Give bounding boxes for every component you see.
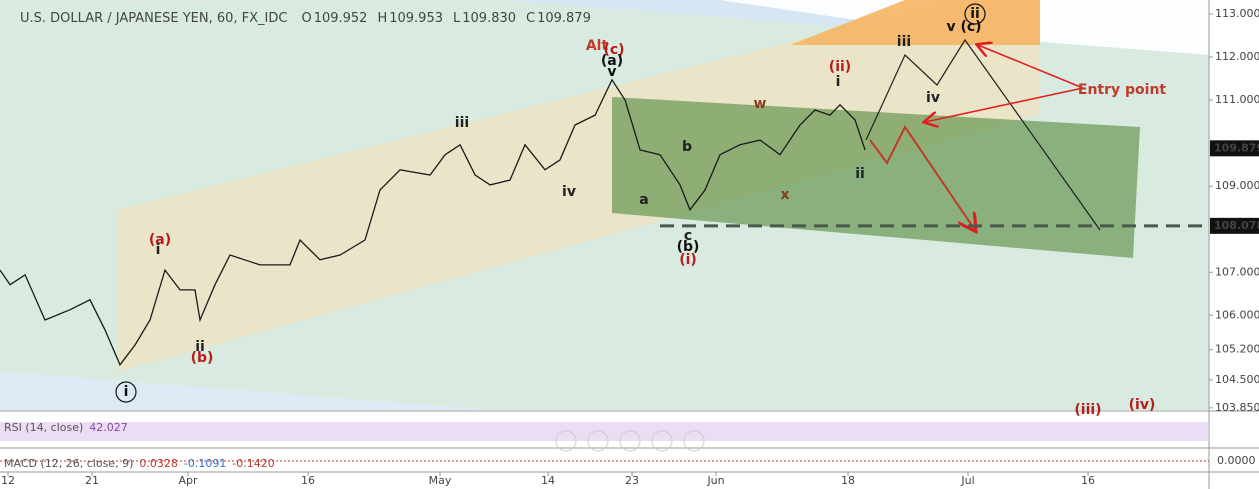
ohlc-value: 109.953 <box>389 11 443 26</box>
entry-arrow <box>978 45 1084 89</box>
indicator-label: RSI (14, close) 42.027 <box>4 421 128 434</box>
wave-label: (a) <box>149 232 171 248</box>
x-tick-label: 12 <box>1 474 15 487</box>
price-box <box>1210 140 1259 157</box>
ohlc-value: 109.830 <box>462 11 516 26</box>
y-tick-label: 103.850 <box>1215 401 1259 414</box>
wave-label: (iii) <box>1074 402 1101 418</box>
wave-label: ii <box>195 339 205 355</box>
zoom-btn[interactable] <box>683 430 705 452</box>
ohlc-name: O <box>301 11 311 26</box>
ohlc-value: 109.952 <box>314 11 368 26</box>
indicator-axis-label: 0.0000 <box>1217 454 1256 467</box>
x-tick-label: 23 <box>625 474 639 487</box>
y-tick-label: 107.000 <box>1215 265 1259 278</box>
wave-label: i <box>836 74 841 90</box>
projection-red <box>869 125 975 230</box>
wave-label: (iv) <box>1129 397 1156 413</box>
x-tick-label: 16 <box>1081 474 1095 487</box>
wave-label: Alt <box>586 38 609 54</box>
wave-label: iii <box>455 115 469 131</box>
x-tick-label: 14 <box>541 474 555 487</box>
zoom-controls[interactable] <box>555 430 705 452</box>
indicator-name: MACD (12, 26, close, 9) <box>4 457 133 470</box>
price-box <box>1210 217 1259 234</box>
x-tick-label: Jul <box>960 474 974 487</box>
zoom-btn[interactable] <box>555 430 577 452</box>
y-tick-label: 111.000 <box>1215 93 1259 106</box>
indicator-value: -0.1420 <box>232 457 274 470</box>
x-tick-label: 16 <box>301 474 315 487</box>
x-tick-label: Jun <box>706 474 724 487</box>
wave-label: (c) <box>603 42 624 58</box>
wave-label: b <box>682 139 692 155</box>
symbol: U.S. DOLLAR / JAPANESE YEN, 60, FX_IDC <box>20 11 287 26</box>
zoom-btn[interactable] <box>619 430 641 452</box>
y-tick-label: 104.500 <box>1215 373 1259 386</box>
orange-zone <box>790 0 1040 45</box>
wave-label: i <box>156 242 161 258</box>
wave-label: a <box>639 192 648 208</box>
wave-label: ii <box>970 6 980 22</box>
wave-circle <box>115 381 137 403</box>
ohlc-name: H <box>377 11 387 26</box>
wave-label: Entry point <box>1078 82 1167 98</box>
wave-label: iv <box>562 184 576 200</box>
entry-arrow <box>925 87 1084 122</box>
x-tick-label: 18 <box>841 474 855 487</box>
wave-label: x <box>780 187 789 203</box>
zoom-btn[interactable] <box>651 430 673 452</box>
wave-label: (ii) <box>829 59 851 75</box>
indicator-label: MACD (12, 26, close, 9) 0.0328 -0.1091 -0.1… <box>4 457 275 470</box>
ohlc-name: C <box>526 11 535 26</box>
wave-label: (i) <box>679 252 697 268</box>
wave-label: v (c) <box>946 19 981 35</box>
x-tick-label: May <box>429 474 452 487</box>
wave-label: iii <box>897 34 911 50</box>
wave-label: (a) <box>601 53 623 69</box>
beige-channel <box>117 0 1040 372</box>
indicator-name: RSI (14, close) <box>4 421 83 434</box>
y-tick-label: 112.000 <box>1215 50 1259 63</box>
wave-label: (b) <box>677 239 700 255</box>
wave-label: w <box>754 96 767 112</box>
indicator-value: 0.0328 <box>139 457 178 470</box>
wave-label: i <box>124 384 129 400</box>
indicator-value: -0.1091 <box>184 457 226 470</box>
x-tick-label: 21 <box>85 474 99 487</box>
x-tick-label: Apr <box>179 474 199 487</box>
ohlc-value: 109.879 <box>537 11 591 26</box>
plot <box>0 78 866 367</box>
price-label: 109.879 <box>1214 141 1259 154</box>
wave-label: (b) <box>191 350 214 366</box>
indicator-value: 42.027 <box>89 421 128 434</box>
header: U.S. DOLLAR / JAPANESE YEN, 60, FX_IDC O 1… <box>20 11 591 26</box>
wave-label: ii <box>855 166 865 182</box>
rsi-band <box>0 422 1209 441</box>
wave-label: c <box>684 228 692 244</box>
blue-band-low <box>0 372 490 410</box>
green-box <box>612 97 1140 258</box>
wave-circle <box>964 3 986 25</box>
y-tick-label: 105.200 <box>1215 343 1259 356</box>
price-line <box>0 78 866 367</box>
y-tick-label: 109.000 <box>1215 179 1259 192</box>
wave-label: iv <box>926 90 940 106</box>
wave-label: v <box>607 64 616 80</box>
price-label: 108.078 <box>1214 219 1259 232</box>
y-tick-label: 106.000 <box>1215 308 1259 321</box>
y-tick-label: 113.000 <box>1215 7 1259 20</box>
ohlc-name: L <box>453 11 461 26</box>
zoom-btn[interactable] <box>587 430 609 452</box>
